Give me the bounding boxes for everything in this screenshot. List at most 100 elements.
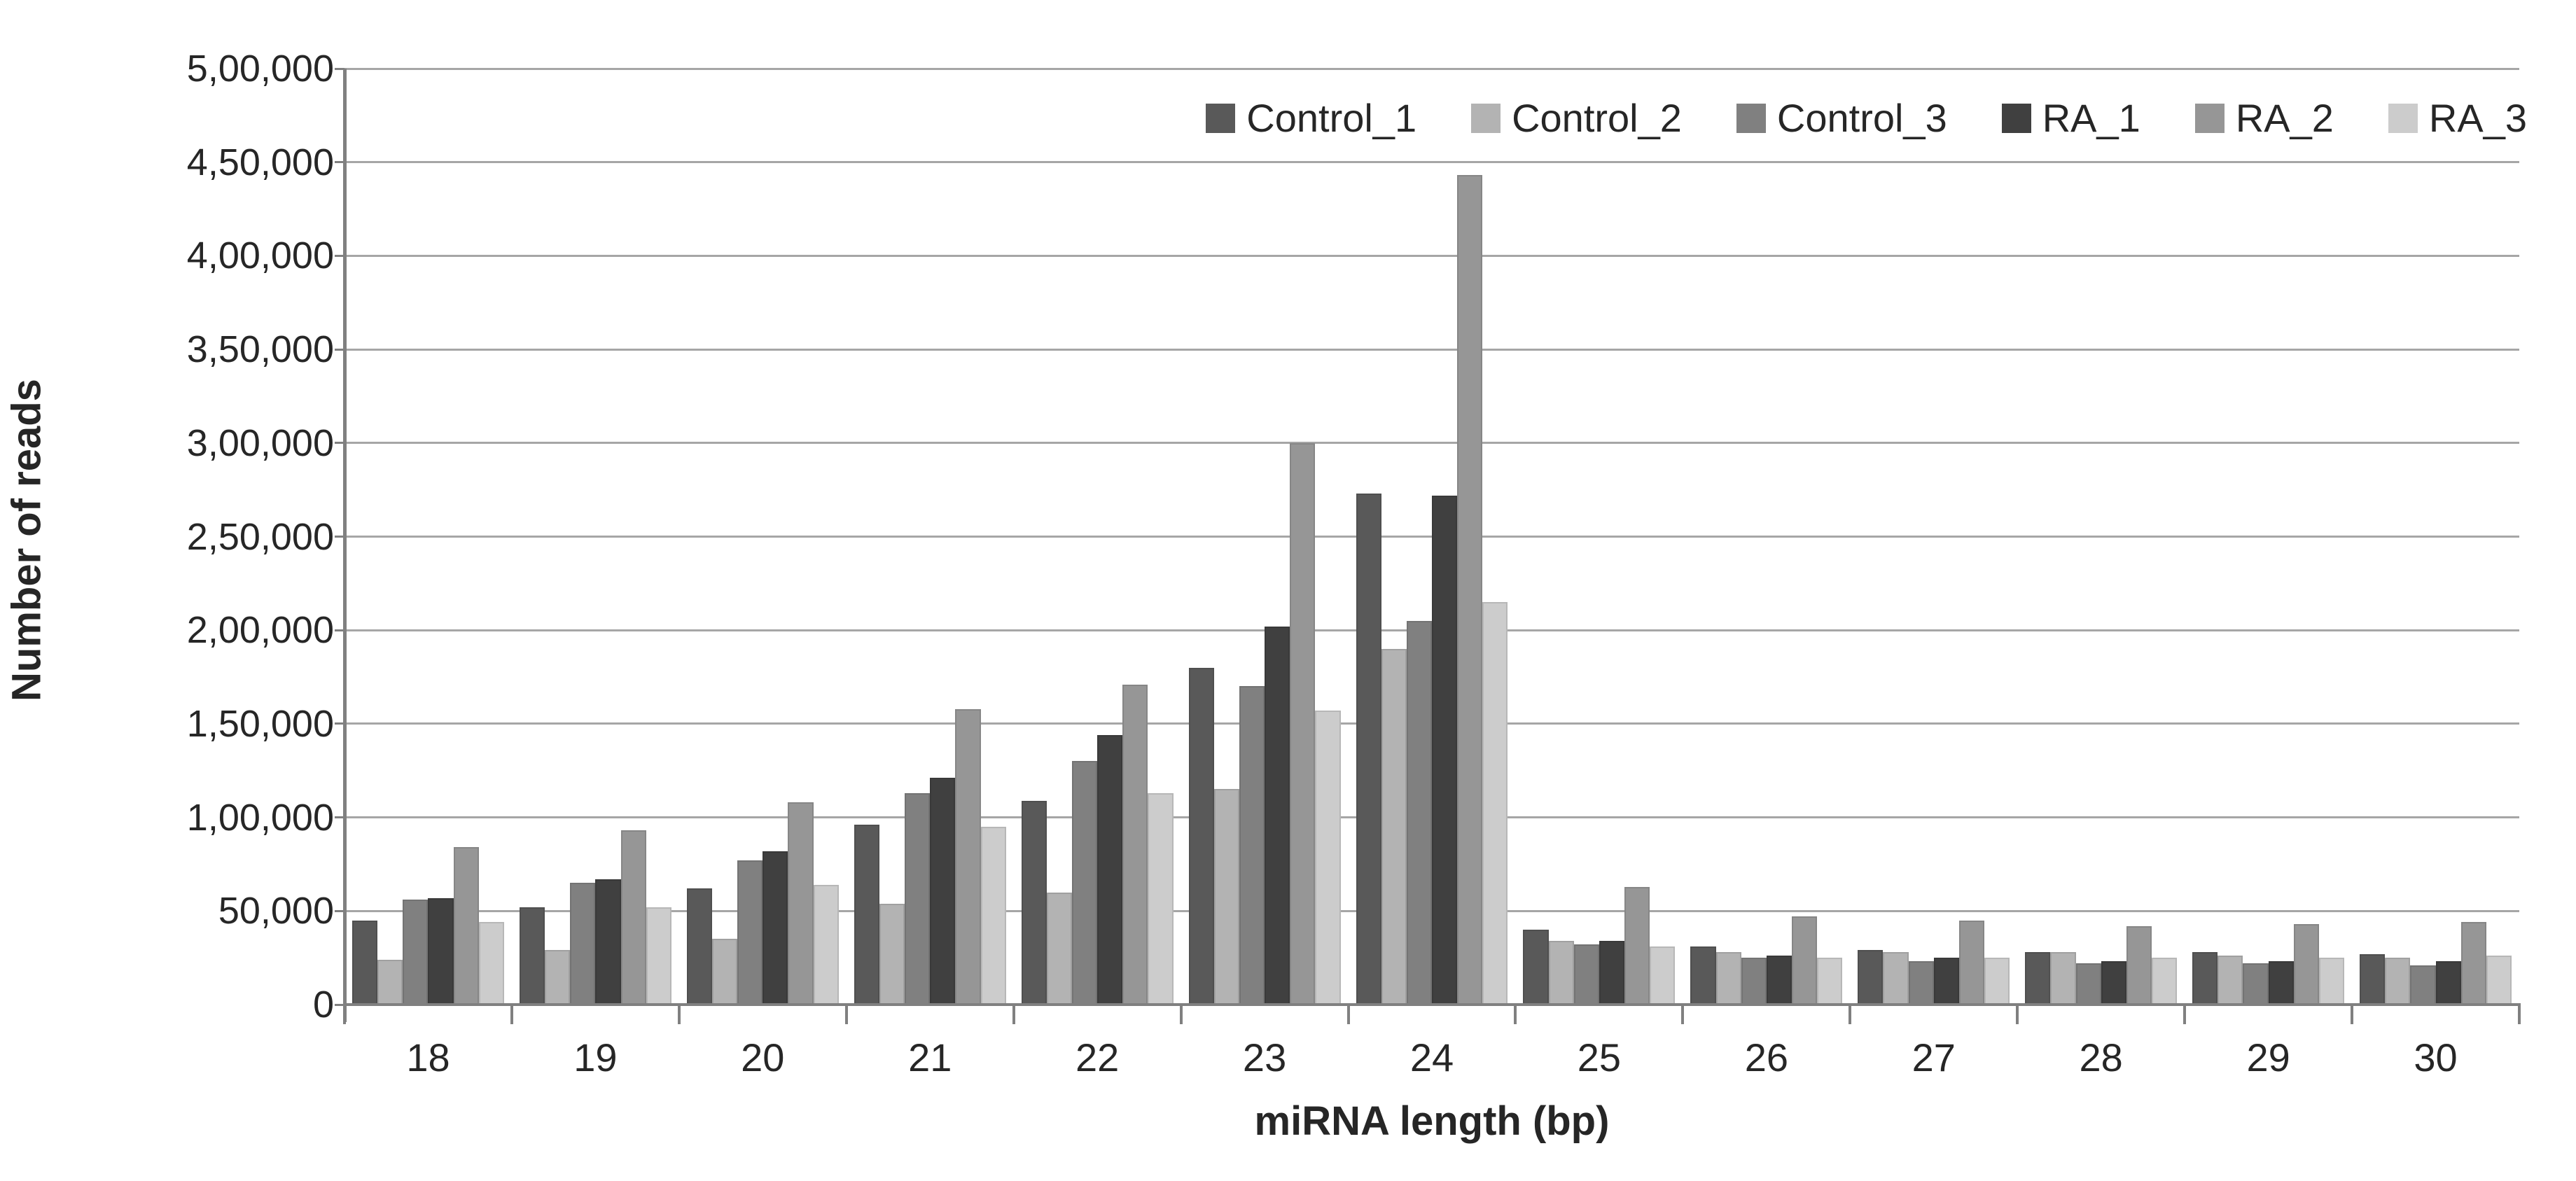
bar-RA_2-22 xyxy=(1122,685,1148,1005)
x-axis-tick-label: 23 xyxy=(1242,1035,1287,1079)
bar-Control_3-30 xyxy=(2410,965,2436,1005)
y-axis-tick-label: 3,00,000 xyxy=(186,421,334,464)
bar-Control_2-28 xyxy=(2050,952,2076,1005)
bar-group-23 xyxy=(1181,69,1349,1005)
bar-Control_3-23 xyxy=(1239,686,1265,1005)
legend-swatch-icon xyxy=(1736,103,1766,133)
y-axis-tick xyxy=(335,629,344,631)
bar-group-27 xyxy=(1850,69,2017,1005)
bar-Control_2-23 xyxy=(1213,789,1239,1005)
x-axis-tick-label: 22 xyxy=(1075,1035,1120,1079)
y-axis-tick xyxy=(335,722,344,725)
bar-Control_3-21 xyxy=(905,793,931,1005)
y-axis-tick-label: 1,50,000 xyxy=(186,702,334,745)
bar-group-18 xyxy=(344,69,512,1005)
bar-Control_1-21 xyxy=(854,825,879,1005)
bar-RA_2-25 xyxy=(1624,887,1650,1005)
x-axis-tick xyxy=(2518,1006,2521,1024)
bar-RA_2-27 xyxy=(1958,921,1985,1005)
y-axis-tick-label: 2,50,000 xyxy=(186,515,334,558)
bar-RA_1-24 xyxy=(1432,496,1458,1005)
bar-RA_3-27 xyxy=(1984,958,2010,1005)
y-axis-tick-label: 2,00,000 xyxy=(186,609,334,652)
bar-RA_2-28 xyxy=(2126,926,2152,1005)
bar-RA_3-23 xyxy=(1315,711,1341,1005)
legend-entry-RA_2: RA_2 xyxy=(2194,95,2334,141)
bar-Control_1-29 xyxy=(2192,952,2218,1005)
bar-RA_1-25 xyxy=(1599,941,1625,1005)
bar-Control_1-27 xyxy=(1858,950,1884,1005)
bar-RA_2-26 xyxy=(1792,916,1818,1005)
y-axis-tick xyxy=(335,442,344,445)
bar-RA_2-18 xyxy=(453,847,479,1005)
bar-Control_2-21 xyxy=(879,904,905,1005)
bar-Control_3-26 xyxy=(1741,958,1767,1005)
bar-Control_3-29 xyxy=(2243,963,2269,1005)
y-axis-tick-label: 1,00,000 xyxy=(186,796,334,839)
bar-Control_3-25 xyxy=(1573,944,1599,1005)
bar-group-28 xyxy=(2017,69,2185,1005)
bar-RA_1-23 xyxy=(1265,627,1290,1005)
x-axis-tick xyxy=(510,1006,513,1024)
bar-Control_2-19 xyxy=(545,950,571,1005)
bar-RA_2-19 xyxy=(620,830,646,1005)
gridline xyxy=(344,67,2519,70)
bar-Control_3-27 xyxy=(1908,961,1934,1005)
bar-RA_1-28 xyxy=(2101,961,2126,1005)
y-axis-title: Number of reads xyxy=(4,379,50,701)
bar-RA_1-27 xyxy=(1933,958,1959,1005)
x-axis-tick xyxy=(1179,1006,1183,1024)
bar-group-25 xyxy=(1515,69,1683,1005)
x-axis-tick xyxy=(343,1006,346,1024)
y-axis-tick-label: 5,00,000 xyxy=(186,48,334,90)
x-axis-tick xyxy=(1514,1006,1517,1024)
x-axis-tick-label: 21 xyxy=(908,1035,952,1079)
bar-Control_2-30 xyxy=(2385,958,2411,1005)
y-axis-tick-label: 50,000 xyxy=(218,890,334,932)
y-axis-tick xyxy=(335,67,344,70)
legend-entry-Control_3: Control_3 xyxy=(1736,95,1947,141)
bar-Control_2-29 xyxy=(2218,956,2243,1005)
legend-swatch-icon xyxy=(1471,103,1501,133)
bar-Control_2-18 xyxy=(377,960,403,1005)
bar-RA_1-20 xyxy=(763,851,788,1005)
bar-Control_1-24 xyxy=(1356,494,1381,1005)
bar-Control_3-18 xyxy=(403,900,429,1005)
x-axis-tick xyxy=(1012,1006,1015,1024)
legend: Control_1 Control_2 Control_3 RA_1 RA_2 RA_3 xyxy=(1206,95,2527,141)
y-axis-tick xyxy=(335,348,344,351)
bar-RA_2-24 xyxy=(1457,175,1483,1005)
y-axis-tick-label: 4,00,000 xyxy=(186,235,334,277)
bar-RA_2-20 xyxy=(788,802,814,1005)
x-axis-tick xyxy=(2351,1006,2354,1024)
bar-RA_1-30 xyxy=(2435,961,2461,1005)
bar-group-26 xyxy=(1683,69,1850,1005)
bar-Control_1-19 xyxy=(519,907,545,1005)
bar-Control_1-22 xyxy=(1021,801,1047,1005)
x-axis-tick-label: 18 xyxy=(406,1035,450,1079)
legend-entry-Control_1: Control_1 xyxy=(1206,95,1416,141)
legend-entry-RA_3: RA_3 xyxy=(2388,95,2527,141)
bar-Control_3-24 xyxy=(1406,621,1432,1005)
bar-Control_3-19 xyxy=(570,883,596,1005)
bar-RA_3-26 xyxy=(1817,958,1843,1005)
bar-group-30 xyxy=(2352,69,2519,1005)
x-axis-tick-label: 28 xyxy=(2079,1035,2123,1079)
bar-RA_2-29 xyxy=(2293,924,2319,1005)
bar-Control_2-20 xyxy=(712,939,738,1005)
legend-swatch-icon xyxy=(2388,103,2418,133)
legend-label: Control_2 xyxy=(1512,96,1682,140)
bar-RA_1-22 xyxy=(1097,735,1123,1005)
bar-RA_1-18 xyxy=(428,898,454,1005)
legend-entry-Control_2: Control_2 xyxy=(1471,95,1682,141)
bar-Control_3-28 xyxy=(2075,963,2101,1005)
bar-Control_2-22 xyxy=(1046,893,1072,1005)
bar-Control_1-25 xyxy=(1523,930,1549,1005)
bar-group-29 xyxy=(2185,69,2352,1005)
bar-Control_2-25 xyxy=(1548,941,1574,1005)
bar-RA_2-23 xyxy=(1290,443,1316,1005)
plot-area xyxy=(344,67,2519,1005)
bar-RA_3-19 xyxy=(646,907,671,1005)
y-axis-tick-label: 4,50,000 xyxy=(186,141,334,183)
